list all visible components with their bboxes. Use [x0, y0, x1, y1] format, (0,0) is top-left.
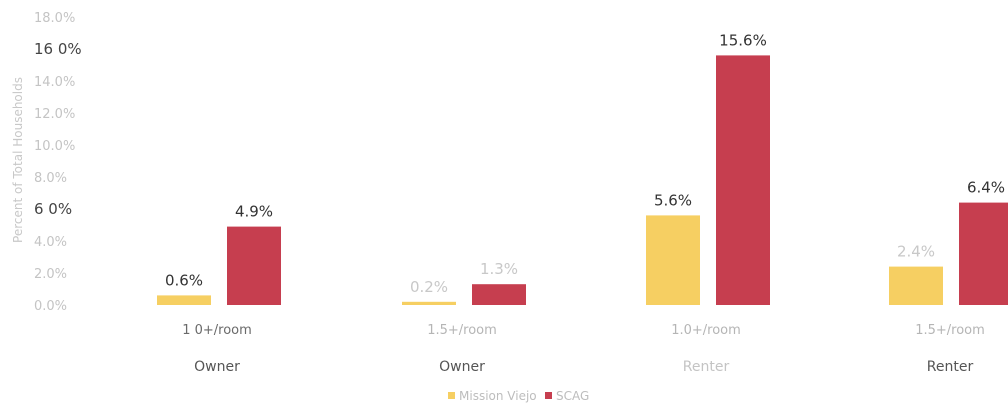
x-group-label: Renter [927, 359, 974, 375]
y-tick-label: 18.0% [34, 11, 75, 26]
bar-scag [959, 202, 1008, 305]
bar-scag [227, 226, 281, 305]
y-tick-label: 2.0% [34, 267, 67, 282]
y-axis-label: Percent of Total Households [11, 77, 25, 243]
x-axis-labels: 1 0+/room Owner 1.5+/room Owner 1.0+/room Ren… [182, 323, 985, 375]
legend-swatch [448, 392, 455, 399]
legend-label: Mission Viejo [459, 389, 537, 403]
x-sub-label: 1 0+/room [182, 323, 252, 338]
data-label: 2.4% [897, 243, 935, 261]
y-tick-label: 0.0% [34, 299, 67, 314]
x-sub-label: 1.0+/room [671, 323, 741, 338]
y-tick-label: 8.0% [34, 171, 67, 186]
bar-mission-viejo [646, 215, 700, 305]
x-sub-label: 1.5+/room [427, 323, 497, 338]
bar-scag [716, 55, 770, 306]
data-label: 0.2% [410, 278, 448, 296]
data-labels: 0.6% 4.9% 0.2% 1.3% 5.6% 15.6% 2.4% 6.4% [165, 31, 1005, 295]
y-tick-label: 10.0% [34, 139, 75, 154]
y-tick-label: 14.0% [34, 75, 75, 90]
legend: Mission Viejo SCAG [448, 389, 589, 403]
bar-mission-viejo [889, 266, 943, 305]
bar-scag [472, 284, 526, 305]
data-label: 1.3% [480, 260, 518, 278]
data-label: 4.9% [235, 203, 273, 221]
y-axis-ticks: 0.0% 2.0% 4.0% 6 0% 8.0% 10.0% 12.0% 14.0% 16 0%… [34, 11, 82, 314]
legend-label: SCAG [556, 389, 589, 403]
data-label: 15.6% [719, 31, 767, 49]
data-label: 6.4% [967, 179, 1005, 197]
legend-swatch [545, 392, 552, 399]
x-group-label: Renter [683, 359, 730, 375]
bars [157, 55, 1008, 306]
bar-mission-viejo [402, 301, 456, 305]
x-sub-label: 1.5+/room [915, 323, 985, 338]
data-label: 0.6% [165, 271, 203, 289]
y-tick-label: 4.0% [34, 235, 67, 250]
y-tick-label: 6 0% [34, 200, 72, 218]
x-group-label: Owner [439, 359, 485, 375]
x-group-label: Owner [194, 359, 240, 375]
y-tick-label: 16 0% [34, 40, 82, 58]
bar-mission-viejo [157, 295, 211, 305]
y-tick-label: 12.0% [34, 107, 75, 122]
data-label: 5.6% [654, 191, 692, 209]
